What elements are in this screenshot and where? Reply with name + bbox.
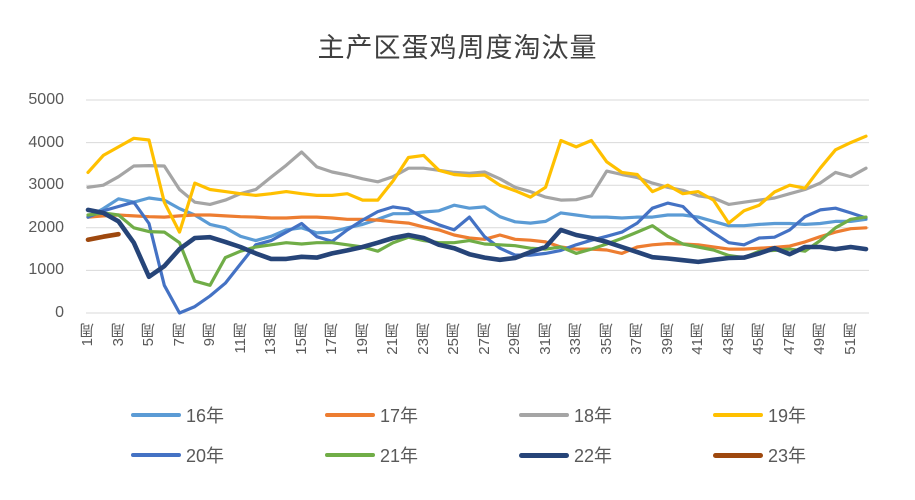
x-axis-tick-label: 25周 bbox=[445, 323, 463, 355]
x-axis-tick-label: 47周 bbox=[780, 323, 798, 355]
x-axis-tick-label: 5周 bbox=[140, 323, 158, 347]
legend-item-19年: 19年 bbox=[713, 405, 807, 426]
legend-item-17年: 17年 bbox=[325, 405, 419, 426]
x-axis-tick-label: 51周 bbox=[841, 323, 859, 355]
chart-title: 主产区蛋鸡周度淘汰量 bbox=[317, 33, 598, 64]
legend-label: 16年 bbox=[186, 406, 225, 426]
legend-line-icon bbox=[713, 452, 763, 458]
x-axis-tick-label: 41周 bbox=[689, 323, 707, 355]
x-axis-tick-label: 43周 bbox=[719, 323, 737, 355]
x-axis-tick-label: 9周 bbox=[201, 323, 219, 347]
x-axis-tick-label: 45周 bbox=[750, 323, 768, 355]
series-line-18年 bbox=[86, 150, 868, 206]
legend-label: 22年 bbox=[574, 446, 613, 466]
legend-label: 23年 bbox=[768, 446, 807, 466]
y-axis-tick-label: 5000 bbox=[28, 91, 64, 108]
y-axis-tick-label: 1000 bbox=[28, 261, 64, 279]
legend-line-icon bbox=[325, 413, 375, 417]
x-axis-tick-label: 1周 bbox=[79, 323, 96, 347]
series-line-17年 bbox=[86, 213, 868, 255]
x-axis-tick-label: 49周 bbox=[811, 323, 829, 355]
x-axis-tick-label: 11周 bbox=[231, 323, 249, 354]
y-axis-tick-label: 3000 bbox=[28, 176, 64, 194]
y-axis-tick-label: 4000 bbox=[28, 133, 64, 151]
x-axis-tick-label: 7周 bbox=[170, 323, 188, 347]
legend-label: 20年 bbox=[186, 446, 225, 466]
legend-line-icon bbox=[131, 413, 181, 417]
x-axis-tick-label: 37周 bbox=[628, 323, 646, 355]
legend-label: 19年 bbox=[768, 406, 807, 426]
x-axis-tick-label: 35周 bbox=[597, 323, 615, 355]
legend-label: 17年 bbox=[380, 406, 419, 426]
x-axis-tick-label: 13周 bbox=[262, 323, 280, 355]
series-line-23年 bbox=[85, 231, 121, 242]
legend-label: 18年 bbox=[574, 406, 613, 426]
series-line-20年 bbox=[86, 200, 868, 315]
x-axis-tick-label: 23周 bbox=[414, 323, 432, 355]
x-axis-tick-label: 3周 bbox=[109, 323, 127, 347]
x-axis-tick-label: 15周 bbox=[292, 323, 310, 355]
x-axis-tick-label: 31周 bbox=[536, 323, 554, 355]
x-axis-tick-label: 21周 bbox=[384, 323, 402, 355]
legend-line-icon bbox=[713, 413, 763, 417]
legend-item-18年: 18年 bbox=[519, 405, 613, 426]
legend-line-icon bbox=[325, 453, 375, 457]
x-axis-tick-label: 27周 bbox=[475, 323, 493, 355]
legend-line-icon bbox=[519, 452, 569, 458]
series-line-22年 bbox=[85, 207, 869, 280]
legend-item-22年: 22年 bbox=[519, 445, 613, 466]
x-axis-tick-label: 17周 bbox=[323, 323, 341, 355]
legend-item-16年: 16年 bbox=[131, 405, 225, 426]
x-axis-tick-label: 19周 bbox=[353, 323, 371, 355]
legend-label: 21年 bbox=[380, 446, 419, 466]
x-axis-tick-label: 29周 bbox=[506, 323, 524, 355]
legend-line-icon bbox=[131, 453, 181, 457]
series-line-16年 bbox=[86, 196, 868, 243]
x-axis-tick-label: 39周 bbox=[658, 323, 676, 355]
y-axis-tick-label: 0 bbox=[55, 304, 64, 321]
series-line-19年 bbox=[86, 134, 868, 234]
y-axis-tick-label: 2000 bbox=[28, 218, 64, 236]
legend-item-23年: 23年 bbox=[713, 445, 807, 466]
legend-item-21年: 21年 bbox=[325, 445, 419, 466]
legend-item-20年: 20年 bbox=[131, 445, 225, 466]
legend-line-icon bbox=[519, 413, 569, 417]
x-axis-tick-label: 33周 bbox=[567, 323, 585, 355]
